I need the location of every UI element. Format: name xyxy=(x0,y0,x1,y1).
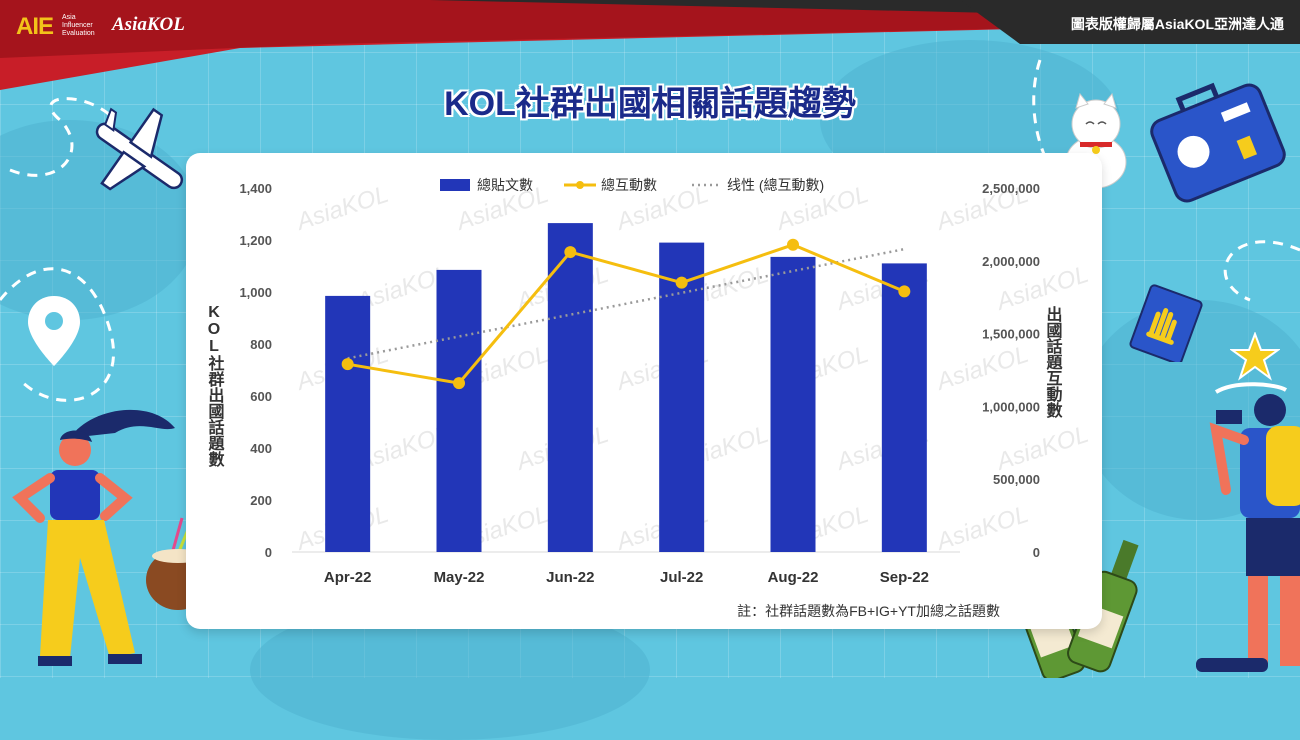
y-left-tick-label: 200 xyxy=(250,493,272,508)
line-point-interactions xyxy=(564,246,577,259)
y-right-tick-label: 2,500,000 xyxy=(982,181,1040,196)
y-left-axis-title: KOL社群出國話題數 xyxy=(206,304,226,468)
chart-note: 註：社群話題數為FB+IG+YT加總之話題數 xyxy=(737,603,1000,619)
bar-posts xyxy=(881,263,927,552)
bar-posts xyxy=(436,269,482,552)
legend-label-trend: 线性 (總互動數) xyxy=(727,177,824,193)
bar-posts xyxy=(659,242,705,552)
y-left-tick-label: 1,000 xyxy=(239,285,272,300)
line-point-interactions xyxy=(675,276,688,289)
x-tick-label: Sep-22 xyxy=(880,569,929,586)
legend-swatch-bar xyxy=(440,179,470,191)
y-right-axis-title: 出國話題互動數 xyxy=(1044,305,1063,419)
watermark-text: AsiaKOL xyxy=(932,341,1032,397)
brand-aie-logo: AIE xyxy=(16,13,54,40)
watermark-text: AsiaKOL xyxy=(932,501,1032,557)
y-right-tick-label: 1,000,000 xyxy=(982,399,1040,414)
y-right-tick-label: 1,500,000 xyxy=(982,327,1040,342)
suitcase-icon xyxy=(1150,82,1286,203)
y-left-tick-label: 1,200 xyxy=(239,233,272,248)
trendline-interactions xyxy=(347,247,905,360)
star-icon xyxy=(1230,332,1280,381)
background-blob xyxy=(0,120,200,320)
passport-icon xyxy=(1129,284,1203,362)
bar-posts xyxy=(547,223,593,552)
x-tick-label: Jun-22 xyxy=(546,569,594,586)
y-left-tick-label: 800 xyxy=(250,337,272,352)
x-tick-label: May-22 xyxy=(434,569,485,586)
line-point-interactions xyxy=(341,358,354,371)
top-banner xyxy=(0,0,1300,90)
line-point-interactions xyxy=(898,285,911,298)
legend-label-posts: 總貼文數 xyxy=(477,177,533,193)
watermark-text: AsiaKOL xyxy=(992,261,1092,317)
location-pin-icon xyxy=(28,296,80,366)
page-title: KOL社群出國相關話題趨勢 xyxy=(444,85,856,123)
photographer-illustration xyxy=(1196,382,1300,672)
y-right-tick-label: 0 xyxy=(1033,545,1040,560)
bar-posts xyxy=(325,295,371,552)
y-right-tick-label: 2,000,000 xyxy=(982,254,1040,269)
watermark-text: AsiaKOL xyxy=(292,181,392,237)
y-left-tick-label: 600 xyxy=(250,389,272,404)
combo-chart: AsiaKOL AsiaKOL AsiaKOL AsiaKOL AsiaKOLAsiaK… xyxy=(206,177,1092,619)
copyright-text: 圖表版權歸屬AsiaKOL亞洲達人通 xyxy=(1070,16,1284,32)
x-tick-label: Jul-22 xyxy=(660,569,703,586)
line-interactions xyxy=(347,243,905,385)
watermark-text: AsiaKOL xyxy=(992,421,1092,477)
traveler-woman-illustration xyxy=(12,409,175,666)
x-tick-label: Apr-22 xyxy=(324,569,372,586)
legend-swatch-point xyxy=(576,181,584,189)
line-point-interactions xyxy=(787,238,799,251)
brand-aie-subtitle: Asia Influencer Evaluation xyxy=(62,14,95,37)
y-left-tick-label: 0 xyxy=(265,545,272,560)
y-left-tick-label: 1,400 xyxy=(239,181,272,196)
x-tick-label: Aug-22 xyxy=(768,569,819,586)
bar-posts xyxy=(770,256,816,552)
legend-label-interactions: 總互動數 xyxy=(601,177,657,193)
line-point-interactions xyxy=(453,377,465,390)
brand-asiakol-logo: AsiaKOL xyxy=(112,14,185,35)
y-left-tick-label: 400 xyxy=(250,441,272,456)
y-right-tick-label: 500,000 xyxy=(993,472,1040,487)
airplane-icon xyxy=(95,107,184,191)
